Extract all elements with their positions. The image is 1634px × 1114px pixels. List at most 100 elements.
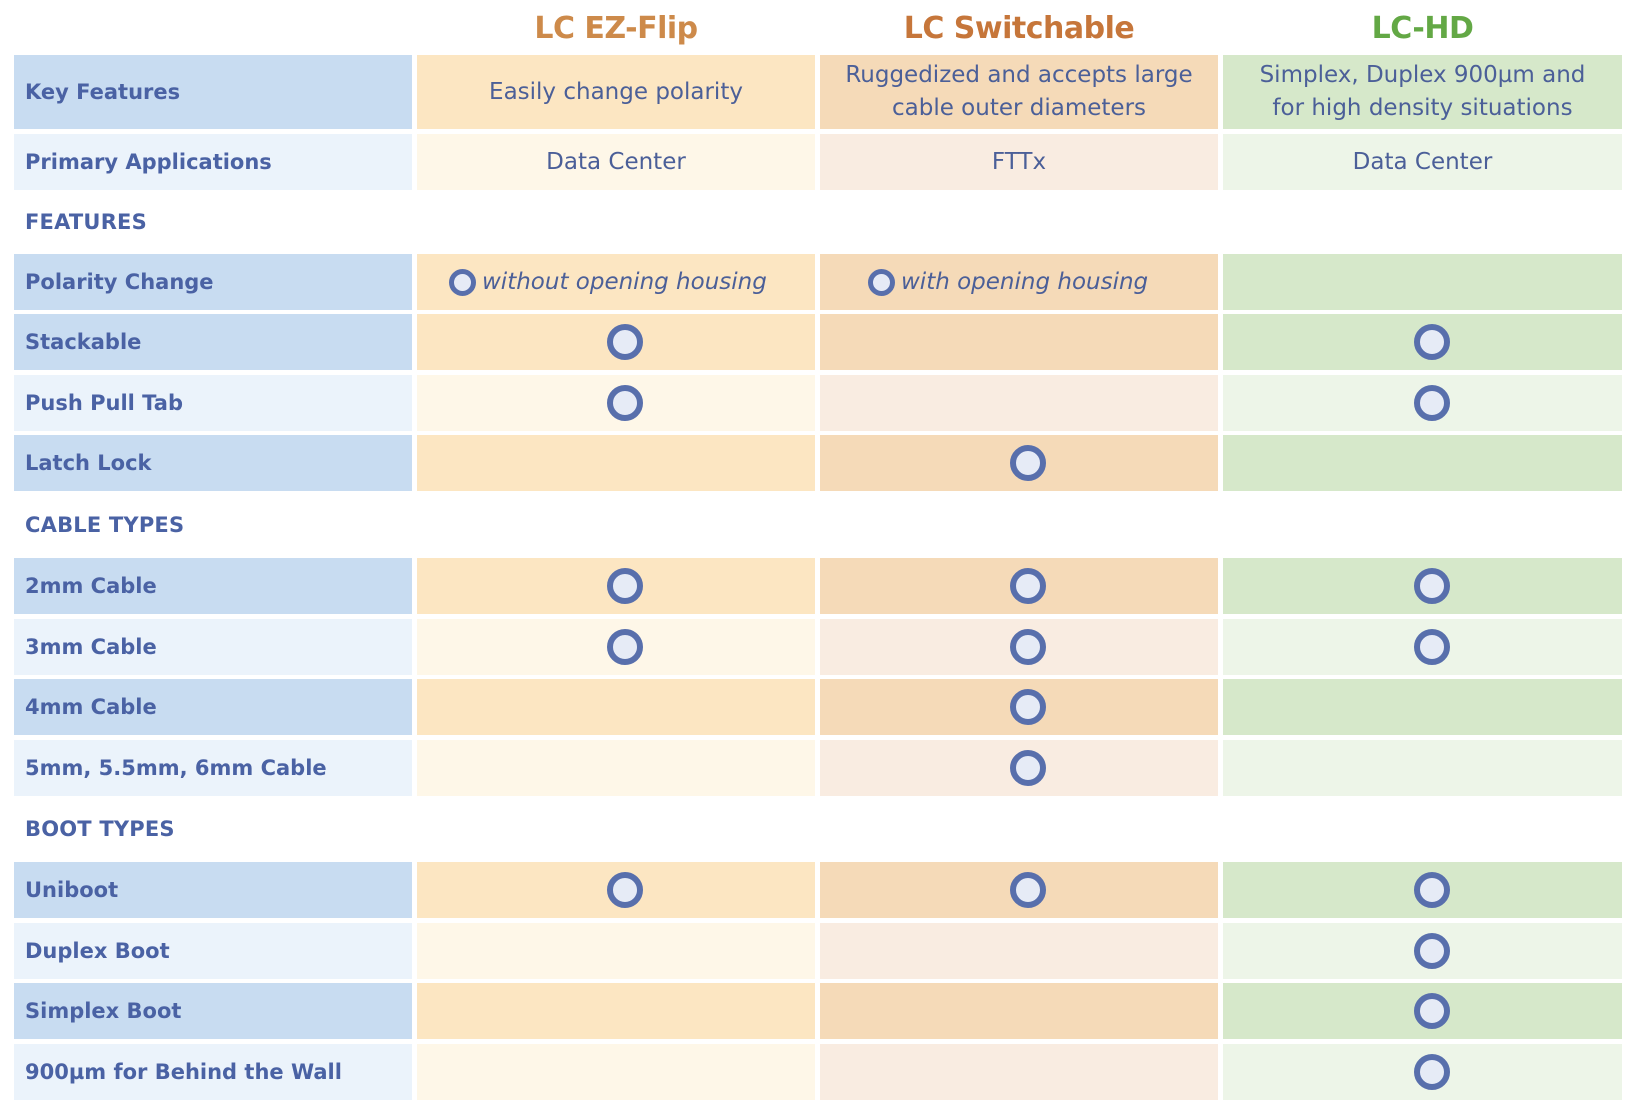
section-heading-boot-types: BOOT TYPES [25, 817, 175, 841]
circle-check-icon [868, 268, 895, 296]
polarity-note-text: without opening housing [482, 269, 767, 295]
circle-check-icon [1413, 932, 1450, 969]
primary-app-switchable: FTTx [820, 134, 1218, 190]
primary-app-ez-flip: Data Center [417, 134, 815, 190]
row-primary-applications: Primary Applications Data Center FTTx Da… [14, 134, 1622, 190]
row-polarity-change: Polarity Change without opening housing … [14, 254, 1622, 310]
table-cell [820, 739, 1218, 796]
table-cell [417, 314, 815, 370]
table-row: Uniboot [14, 862, 1622, 918]
circle-check-icon [449, 268, 476, 296]
circle-check-icon [607, 384, 643, 421]
table-cell [1223, 435, 1622, 491]
circle-check-icon [607, 568, 643, 604]
circle-check-icon [1413, 872, 1450, 908]
column-heading-lc-hd: LC-HD [1371, 10, 1474, 46]
row-label: Latch Lock [14, 435, 412, 491]
row-label: 2mm Cable [14, 558, 412, 614]
table-row: Latch Lock [14, 435, 1622, 491]
circle-check-icon [607, 324, 643, 360]
section-heading-features: FEATURES [25, 210, 147, 234]
table-cell [1223, 558, 1622, 614]
polarity-note-text: with opening housing [901, 269, 1149, 295]
key-feature-lc-hd: Simplex, Duplex 900µm and for high densi… [1223, 55, 1622, 129]
table-cell [1223, 314, 1622, 370]
table-cell [1223, 1043, 1622, 1100]
primary-app-lc-hd: Data Center [1223, 134, 1622, 190]
table-cell [820, 558, 1218, 614]
circle-check-icon [1010, 749, 1046, 786]
row-label: Uniboot [14, 862, 412, 918]
table-row: Push Pull Tab [14, 374, 1622, 431]
table-cell [1223, 983, 1622, 1039]
table-cell [417, 739, 815, 796]
circle-check-icon [1413, 568, 1450, 604]
circle-check-icon [607, 872, 643, 908]
table-cell [1223, 739, 1622, 796]
table-cell [1223, 374, 1622, 431]
table-row: 5mm, 5.5mm, 6mm Cable [14, 739, 1622, 796]
table-cell [1223, 618, 1622, 675]
row-label: Simplex Boot [14, 983, 412, 1039]
circle-check-icon [1413, 324, 1450, 360]
circle-check-icon [1010, 689, 1046, 725]
row-label: 3mm Cable [14, 618, 412, 675]
table-cell [417, 618, 815, 675]
table-cell [820, 679, 1218, 735]
table-row: 900µm for Behind the Wall [14, 1043, 1622, 1100]
polarity-note-switchable: with opening housing [820, 254, 1218, 310]
row-label: 900µm for Behind the Wall [14, 1043, 412, 1100]
table-cell [820, 983, 1218, 1039]
key-feature-switchable: Ruggedized and accepts large cable outer… [820, 55, 1218, 129]
polarity-note-lc-hd [1223, 254, 1622, 310]
table-cell [1223, 679, 1622, 735]
table-row: 2mm Cable [14, 558, 1622, 614]
polarity-note-ez-flip: without opening housing [417, 254, 815, 310]
circle-check-icon [1413, 628, 1450, 665]
row-label: 5mm, 5.5mm, 6mm Cable [14, 739, 412, 796]
circle-check-icon [1010, 568, 1046, 604]
table-cell [820, 435, 1218, 491]
row-label: Stackable [14, 314, 412, 370]
table-row: Duplex Boot [14, 922, 1622, 979]
table-cell [1223, 922, 1622, 979]
circle-check-icon [607, 628, 643, 665]
column-heading-ez-flip: LC EZ-Flip [534, 10, 698, 46]
table-row: Simplex Boot [14, 983, 1622, 1039]
section-heading-cable-types: CABLE TYPES [25, 513, 185, 537]
row-label: Key Features [14, 55, 412, 129]
table-cell [820, 862, 1218, 918]
circle-check-icon [1413, 1053, 1450, 1090]
circle-check-icon [1413, 993, 1450, 1029]
table-cell [417, 374, 815, 431]
circle-check-icon [1010, 872, 1046, 908]
table-row: 4mm Cable [14, 679, 1622, 735]
row-label: Polarity Change [14, 254, 412, 310]
table-cell [417, 435, 815, 491]
row-key-features: Key Features Easily change polarity Rugg… [14, 55, 1622, 129]
row-label: Primary Applications [14, 134, 412, 190]
table-row: 3mm Cable [14, 618, 1622, 675]
table-cell [820, 1043, 1218, 1100]
row-label: 4mm Cable [14, 679, 412, 735]
row-label: Duplex Boot [14, 922, 412, 979]
table-cell [820, 314, 1218, 370]
key-feature-ez-flip: Easily change polarity [417, 55, 815, 129]
circle-check-icon [1010, 445, 1046, 481]
table-cell [417, 1043, 815, 1100]
table-cell [417, 922, 815, 979]
table-cell [820, 922, 1218, 979]
table-cell [417, 558, 815, 614]
table-cell [417, 679, 815, 735]
table-cell [417, 983, 815, 1039]
circle-check-icon [1010, 628, 1046, 665]
row-label: Push Pull Tab [14, 374, 412, 431]
table-cell [820, 618, 1218, 675]
table-row: Stackable [14, 314, 1622, 370]
table-cell [1223, 862, 1622, 918]
table-cell [820, 374, 1218, 431]
table-cell [417, 862, 815, 918]
circle-check-icon [1413, 384, 1450, 421]
column-heading-switchable: LC Switchable [903, 10, 1135, 46]
